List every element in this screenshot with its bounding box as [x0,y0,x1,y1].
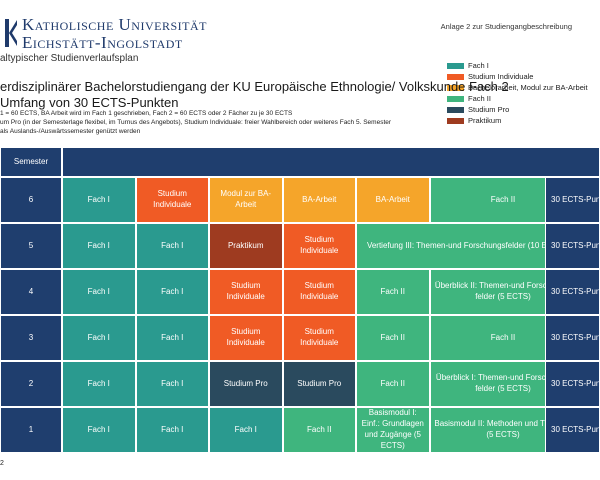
module-cell: Basismodul I: Einf.: Grundlagen und Zugä… [356,407,430,453]
ects-total: 30 ECTS-Punk [545,223,600,269]
legend-label: Studium Pro [468,105,510,114]
module-cell: Fach II [356,269,430,315]
legend-label: Fach I [468,61,489,70]
legend-swatch [447,117,464,124]
module-cell: Fach I [135,269,209,315]
module-cell: Studium Individuale [282,223,356,269]
module-cell: Fach II [356,315,430,361]
module-cell: Fach I [62,315,136,361]
page-number: 2 [0,460,4,467]
module-cell: Fach I [62,177,136,223]
legend-label: Bachelorarbeit, Modul zur BA-Arbeit [468,83,588,92]
module-cell: BA-Arbeit [356,177,430,223]
annex-label: Anlage 2 zur Studiengangbeschreibung [440,22,572,31]
module-cell: Fach I [62,223,136,269]
module-cell: Studium Individuale [135,177,209,223]
page-title-line1: erdisziplinärer Bachelorstudiengang der … [0,79,509,94]
study-plan-table: Semester 6 Fach I Studium Individuale Modul … [0,147,600,454]
university-name-line2: Eichstätt-Ingolstadt [22,33,183,52]
note-line-2: um Pro (in der Semesterlage flexibel, im… [0,119,392,126]
legend-item: Fach II [447,93,588,104]
module-cell: Fach I [209,407,283,453]
module-cell: Fach I [62,361,136,407]
page-title-line2: Umfang von 30 ECTS-Punkten [0,95,179,110]
semester-number: 2 [0,361,62,407]
legend-item: Bachelorarbeit, Modul zur BA-Arbeit [447,82,588,93]
module-cell: BA-Arbeit [282,177,356,223]
semester-number: 4 [0,269,62,315]
module-cell: Studium Individuale [282,315,356,361]
legend-label: Fach II [468,94,491,103]
module-cell: Studium Pro [282,361,356,407]
ects-total: 30 ECTS-Punk [545,315,600,361]
legend-swatch [447,84,464,91]
module-cell: Fach I [62,407,136,453]
ects-total: 30 ECTS-Punk [545,361,600,407]
module-cell: Praktikum [209,223,283,269]
table-header-bar [62,147,600,177]
module-cell: Fach II [356,361,430,407]
legend-item: Fach I [447,60,588,71]
university-logo [5,19,17,47]
module-cell: Fach II [282,407,356,453]
legend: Fach I Studium Individuale Bachelorarbeit,… [447,60,588,126]
university-name-line1: Katholische Universität [22,15,207,34]
semester-number: 5 [0,223,62,269]
legend-item: Studium Pro [447,104,588,115]
module-cell: Fach I [135,223,209,269]
legend-swatch [447,106,464,113]
semester-number: 6 [0,177,62,223]
legend-swatch [447,62,464,69]
module-cell: Studium Pro [209,361,283,407]
semester-number: 1 [0,407,62,453]
note-line-1: 1 = 60 ECTS, BA Arbeit wird im Fach 1 ge… [0,110,293,117]
legend-label: Studium Individuale [468,72,534,81]
semester-number: 3 [0,315,62,361]
ects-total: 30 ECTS-Punk [545,407,600,453]
semester-header: Semester [0,147,62,177]
legend-swatch [447,73,464,80]
module-cell: Fach I [62,269,136,315]
page-subtitle: altypischer Studienverlaufsplan [0,53,139,64]
module-cell: Studium Individuale [209,269,283,315]
module-cell: Studium Individuale [209,315,283,361]
legend-swatch [447,95,464,102]
note-line-3: als Auslands-/Auswärtssemester genützt w… [0,128,141,135]
legend-label: Praktikum [468,116,502,125]
module-cell: Fach I [135,407,209,453]
module-cell: Studium Individuale [282,269,356,315]
module-cell: Modul zur BA- Arbeit [209,177,283,223]
module-cell: Fach I [135,361,209,407]
legend-item: Praktikum [447,115,588,126]
ects-total: 30 ECTS-Punk [545,269,600,315]
legend-item: Studium Individuale [447,71,588,82]
module-cell: Fach I [135,315,209,361]
module-cell: Vertiefung III: Themen-und Forschungsfel… [356,223,577,269]
ects-total: 30 ECTS-Punk [545,177,600,223]
